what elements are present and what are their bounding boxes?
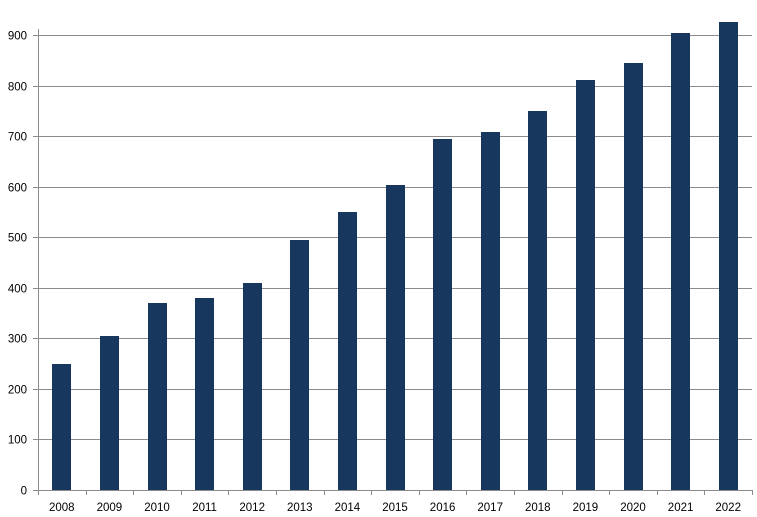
y-tick-label-800: 800: [8, 82, 27, 94]
bar-2020: [624, 63, 643, 490]
bar-2021: [671, 33, 690, 490]
x-tick-label-2022: 2022: [715, 502, 741, 514]
x-tick-label-2010: 2010: [144, 502, 170, 514]
bars: [52, 22, 738, 490]
bar-2016: [433, 139, 452, 490]
bar-2015: [386, 185, 405, 490]
x-tick-label-2014: 2014: [335, 502, 361, 514]
y-tick-label-400: 400: [8, 284, 27, 296]
bar-2017: [481, 132, 500, 490]
bar-2011: [195, 298, 214, 490]
x-tick-label-2016: 2016: [430, 502, 456, 514]
bar-2018: [528, 111, 547, 490]
y-tick-label-200: 200: [8, 385, 27, 397]
x-tick-label-2012: 2012: [239, 502, 265, 514]
x-tick-label-2011: 2011: [192, 502, 217, 514]
y-tick-label-300: 300: [8, 334, 27, 346]
x-tick-label-2009: 2009: [97, 502, 123, 514]
x-tick-label-2013: 2013: [287, 502, 313, 514]
x-tick-label-2020: 2020: [620, 502, 646, 514]
x-tick-label-2008: 2008: [49, 502, 75, 514]
bar-2022: [719, 22, 738, 490]
y-tick-label-600: 600: [8, 183, 27, 195]
x-tick-label-2015: 2015: [382, 502, 408, 514]
bar-2012: [243, 283, 262, 490]
x-tick-label-2018: 2018: [525, 502, 551, 514]
y-tick-label-0: 0: [21, 486, 27, 498]
y-tick-label-700: 700: [8, 132, 27, 144]
x-tick-label-2021: 2021: [668, 502, 694, 514]
y-tick-label-900: 900: [8, 31, 27, 43]
bar-2013: [290, 240, 309, 490]
y-tick-label-100: 100: [8, 435, 27, 447]
bar-2019: [576, 80, 595, 490]
bar-2008: [52, 364, 71, 490]
tick-labels: 0 100 200 300 400 500 600 700 800 900 2008 2009 2010…: [8, 31, 741, 515]
x-tick-label-2019: 2019: [573, 502, 599, 514]
x-tick-label-2017: 2017: [477, 502, 503, 514]
y-tick-label-500: 500: [8, 233, 27, 245]
bar-2010: [148, 303, 167, 490]
bar-2009: [100, 336, 119, 490]
bar-2014: [338, 212, 357, 490]
axes: [33, 28, 753, 495]
